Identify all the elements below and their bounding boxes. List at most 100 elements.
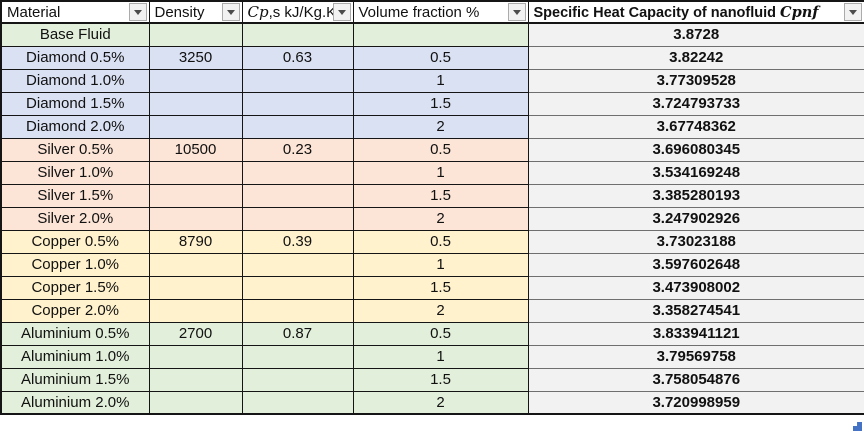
material-cell[interactable]: Silver 2.0% <box>0 206 150 231</box>
specific-heat-cell[interactable]: 3.534169248 <box>527 160 864 185</box>
cp-cell[interactable]: 0.87 <box>241 321 354 346</box>
specific-heat-cell[interactable]: 3.758054876 <box>527 367 864 392</box>
cp-cell[interactable] <box>241 344 354 369</box>
specific-heat-cell[interactable]: 3.833941121 <box>527 321 864 346</box>
cp-cell[interactable] <box>241 252 354 277</box>
table-row: Silver 1.0% 1 3.534169248 <box>0 160 864 185</box>
cp-cell[interactable] <box>241 160 354 185</box>
volume-fraction-cell[interactable]: 0.5 <box>352 321 529 346</box>
volume-fraction-cell[interactable]: 0.5 <box>352 45 529 70</box>
material-cell[interactable]: Diamond 1.5% <box>0 91 150 116</box>
filter-dropdown-button[interactable] <box>507 3 526 21</box>
specific-heat-cell[interactable]: 3.73023188 <box>527 229 864 254</box>
cp-cell[interactable] <box>241 68 354 93</box>
volume-fraction-cell[interactable]: 1 <box>352 160 529 185</box>
cp-cell[interactable] <box>241 91 354 116</box>
density-cell[interactable] <box>148 160 243 185</box>
cp-cell[interactable]: 0.63 <box>241 45 354 70</box>
density-cell[interactable] <box>148 68 243 93</box>
header-volume-fraction[interactable]: Volume fraction % <box>352 0 529 24</box>
material-cell[interactable]: Aluminium 0.5% <box>0 321 150 346</box>
material-cell[interactable]: Copper 0.5% <box>0 229 150 254</box>
volume-fraction-cell[interactable]: 0.5 <box>352 137 529 162</box>
cp-cell[interactable] <box>241 206 354 231</box>
density-cell[interactable] <box>148 298 243 323</box>
cp-cell[interactable]: 0.39 <box>241 229 354 254</box>
material-cell[interactable]: Base Fluid <box>0 22 150 47</box>
density-cell[interactable] <box>148 275 243 300</box>
header-density[interactable]: Density <box>148 0 243 24</box>
volume-fraction-cell[interactable]: 1.5 <box>352 183 529 208</box>
volume-fraction-cell[interactable]: 1.5 <box>352 367 529 392</box>
volume-fraction-cell[interactable]: 1.5 <box>352 91 529 116</box>
material-cell[interactable]: Silver 1.0% <box>0 160 150 185</box>
filter-dropdown-button[interactable] <box>221 3 240 21</box>
material-cell[interactable]: Silver 0.5% <box>0 137 150 162</box>
specific-heat-cell[interactable]: 3.473908002 <box>527 275 864 300</box>
material-cell[interactable]: Aluminium 2.0% <box>0 390 150 415</box>
table-row: Diamond 1.5% 1.5 3.724793733 <box>0 91 864 116</box>
cp-cell[interactable] <box>241 183 354 208</box>
material-cell[interactable]: Diamond 2.0% <box>0 114 150 139</box>
cp-cell[interactable] <box>241 114 354 139</box>
volume-fraction-cell[interactable]: 2 <box>352 390 529 415</box>
specific-heat-cell[interactable]: 3.79569758 <box>527 344 864 369</box>
density-cell[interactable]: 10500 <box>148 137 243 162</box>
filter-dropdown-button[interactable] <box>844 3 862 21</box>
density-cell[interactable] <box>148 390 243 415</box>
volume-fraction-cell[interactable]: 1 <box>352 68 529 93</box>
filter-dropdown-button[interactable] <box>128 3 147 21</box>
cp-cell[interactable] <box>241 22 354 47</box>
material-cell[interactable]: Aluminium 1.0% <box>0 344 150 369</box>
material-cell[interactable]: Copper 1.0% <box>0 252 150 277</box>
filter-dropdown-button[interactable] <box>332 3 351 21</box>
volume-fraction-cell[interactable] <box>352 22 529 47</box>
volume-fraction-cell[interactable]: 2 <box>352 298 529 323</box>
table-row: Diamond 2.0% 2 3.67748362 <box>0 114 864 139</box>
density-cell[interactable] <box>148 22 243 47</box>
header-specific-heat[interactable]: Specific Heat Capacity of nanofluid Cpnf <box>527 0 864 24</box>
density-cell[interactable]: 2700 <box>148 321 243 346</box>
density-cell[interactable] <box>148 367 243 392</box>
specific-heat-cell[interactable]: 3.597602648 <box>527 252 864 277</box>
material-cell[interactable]: Copper 2.0% <box>0 298 150 323</box>
specific-heat-cell[interactable]: 3.77309528 <box>527 68 864 93</box>
specific-heat-cell[interactable]: 3.247902926 <box>527 206 864 231</box>
specific-heat-cell[interactable]: 3.696080345 <box>527 137 864 162</box>
specific-heat-cell[interactable]: 3.724793733 <box>527 91 864 116</box>
header-cp[interactable]: Cp,s kJ/Kg.K <box>241 0 354 24</box>
volume-fraction-cell[interactable]: 1.5 <box>352 275 529 300</box>
density-cell[interactable] <box>148 206 243 231</box>
volume-fraction-cell[interactable]: 0.5 <box>352 229 529 254</box>
density-cell[interactable] <box>148 91 243 116</box>
density-cell[interactable]: 3250 <box>148 45 243 70</box>
density-cell[interactable]: 8790 <box>148 229 243 254</box>
cp-cell[interactable] <box>241 390 354 415</box>
specific-heat-cell[interactable]: 3.720998959 <box>527 390 864 415</box>
material-cell[interactable]: Aluminium 1.5% <box>0 367 150 392</box>
cp-cell[interactable] <box>241 367 354 392</box>
volume-fraction-cell[interactable]: 1 <box>352 344 529 369</box>
density-cell[interactable] <box>148 114 243 139</box>
cp-cell[interactable] <box>241 275 354 300</box>
volume-fraction-cell[interactable]: 2 <box>352 114 529 139</box>
table-resize-handle[interactable] <box>853 422 862 431</box>
cp-cell[interactable] <box>241 298 354 323</box>
specific-heat-cell[interactable]: 3.82242 <box>527 45 864 70</box>
volume-fraction-cell[interactable]: 1 <box>352 252 529 277</box>
header-material[interactable]: Material <box>0 0 150 24</box>
material-cell[interactable]: Silver 1.5% <box>0 183 150 208</box>
density-cell[interactable] <box>148 183 243 208</box>
volume-fraction-cell[interactable]: 2 <box>352 206 529 231</box>
material-cell[interactable]: Copper 1.5% <box>0 275 150 300</box>
specific-heat-cell[interactable]: 3.385280193 <box>527 183 864 208</box>
specific-heat-cell[interactable]: 3.8728 <box>527 22 864 47</box>
material-cell[interactable]: Diamond 0.5% <box>0 45 150 70</box>
material-cell[interactable]: Diamond 1.0% <box>0 68 150 93</box>
specific-heat-cell[interactable]: 3.358274541 <box>527 298 864 323</box>
cp-cell[interactable]: 0.23 <box>241 137 354 162</box>
specific-heat-cell[interactable]: 3.67748362 <box>527 114 864 139</box>
density-cell[interactable] <box>148 252 243 277</box>
table-row: Base Fluid 3.8728 <box>0 22 864 47</box>
density-cell[interactable] <box>148 344 243 369</box>
